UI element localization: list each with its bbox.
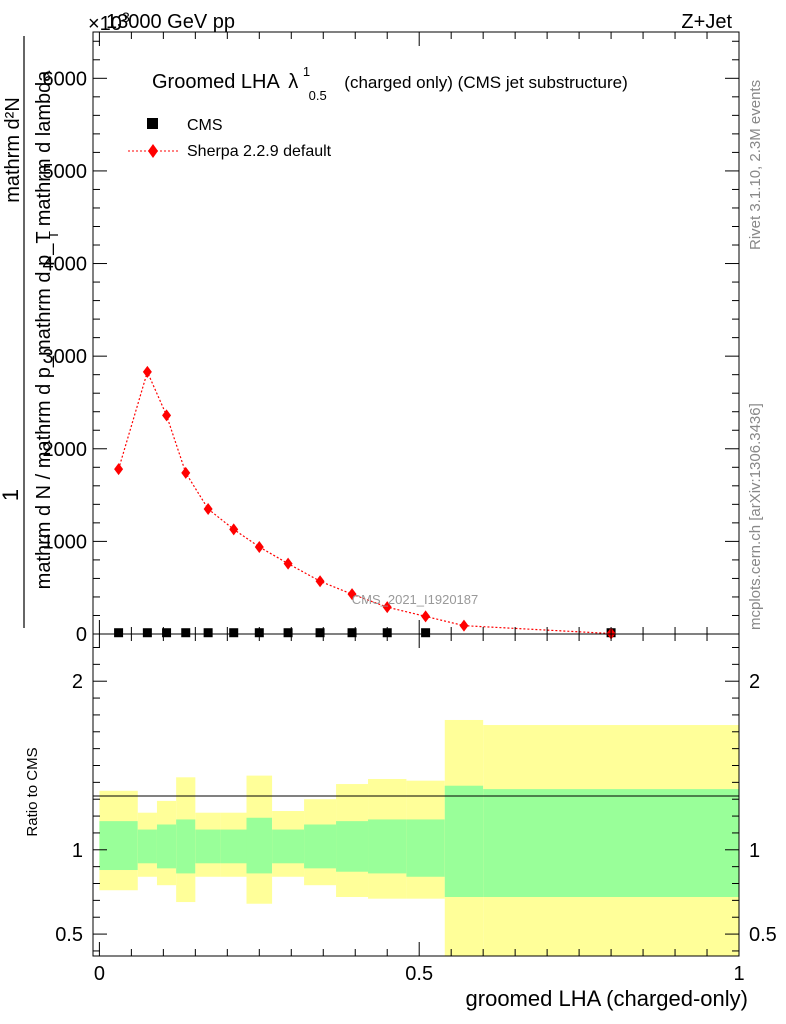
legend: CMS Sherpa 2.2.9 default bbox=[128, 117, 332, 160]
cms-data-point bbox=[203, 628, 213, 638]
ratio-inner-band bbox=[137, 829, 157, 864]
sherpa-data-point bbox=[229, 523, 239, 536]
main-y-tick-label: 1000 bbox=[43, 531, 88, 553]
sherpa-data-point bbox=[459, 619, 469, 632]
main-y-tick-label: 4000 bbox=[43, 254, 88, 276]
ratio-inner-band bbox=[272, 829, 305, 864]
chart-title: Groomed LHA λ 1 0.5 (charged only) (CMS … bbox=[152, 59, 628, 105]
main-y-ticks: 0 1000 2000 3000 4000 5000 6000 bbox=[43, 40, 739, 646]
main-y-axis-label: 1 mathrm d²N mathrm d N / mathrm d p_mat… bbox=[0, 36, 61, 628]
sherpa-data-point bbox=[254, 540, 264, 553]
ratio-inner-band bbox=[220, 829, 247, 864]
legend-sherpa-marker bbox=[148, 144, 158, 158]
ratio-x-ticks: 0 0.5 1 bbox=[94, 634, 745, 985]
main-y-tick-label: 5000 bbox=[43, 161, 88, 183]
exponent-label: ×103 bbox=[88, 9, 130, 35]
ratio-inner-band bbox=[156, 824, 177, 869]
cms-data-point bbox=[315, 628, 325, 638]
ratio-inner-band bbox=[176, 819, 196, 874]
ratio-y-tick-label: 0.5 bbox=[55, 924, 83, 946]
sherpa-data-point bbox=[162, 409, 172, 422]
ratio-inner-band bbox=[195, 829, 221, 864]
x-tick-label: 1 bbox=[733, 963, 744, 985]
ratio-inner-band bbox=[99, 821, 138, 871]
main-y-tick-label: 2000 bbox=[43, 439, 88, 461]
sherpa-data-point bbox=[421, 610, 431, 623]
x-axis-label: groomed LHA (charged-only) bbox=[466, 986, 748, 1011]
y-label-denominator: mathrm d N / mathrm d p_mathrm d p_T mat… bbox=[33, 70, 55, 590]
process-label: Z+Jet bbox=[681, 11, 732, 33]
ratio-plot: 0.5 0.51 12 2 0 0.5 1 bbox=[55, 633, 777, 985]
cms-data-point bbox=[114, 628, 124, 638]
main-y-tick-label: 3000 bbox=[43, 346, 88, 368]
ratio-y-axis-label: Ratio to CMS bbox=[24, 747, 41, 836]
y-label-numerator: 1 bbox=[0, 489, 23, 501]
sherpa-data-point bbox=[347, 588, 357, 601]
main-x-ticks bbox=[98, 32, 740, 634]
ratio-inner-band bbox=[483, 789, 739, 897]
sherpa-data-point bbox=[283, 557, 293, 570]
sherpa-line bbox=[118, 370, 612, 635]
cms-data-point bbox=[283, 628, 293, 638]
y-label-subscript: T bbox=[46, 231, 61, 239]
ratio-plot-frame bbox=[92, 633, 740, 957]
sherpa-data-point bbox=[203, 502, 213, 515]
x-tick-label: 0.5 bbox=[405, 963, 433, 985]
ratio-inner-band bbox=[444, 785, 484, 897]
cms-data-point bbox=[229, 628, 239, 638]
cms-data-point bbox=[162, 628, 172, 638]
main-y-tick-label: 0 bbox=[76, 624, 87, 646]
ratio-y-tick-label: 2 bbox=[72, 671, 83, 693]
ratio-inner-band bbox=[336, 821, 369, 872]
main-y-tick-label: 6000 bbox=[43, 68, 88, 90]
legend-cms-marker bbox=[147, 118, 158, 129]
cms-data-point bbox=[142, 628, 152, 638]
sherpa-data-point bbox=[114, 463, 124, 476]
sherpa-data-point bbox=[315, 575, 325, 588]
sherpa-data-point bbox=[382, 601, 392, 614]
x-tick-label: 0 bbox=[94, 963, 105, 985]
ratio-y-tick-label-right: 1 bbox=[749, 840, 760, 862]
ratio-bands bbox=[99, 719, 739, 956]
ratio-inner-band bbox=[368, 819, 407, 874]
main-plot: 0 1000 2000 3000 4000 5000 6000 bbox=[43, 31, 740, 646]
cms-data-point bbox=[347, 628, 357, 638]
sherpa-data-point bbox=[142, 365, 152, 378]
legend-cms-label: CMS bbox=[187, 117, 223, 134]
cms-data-point bbox=[181, 628, 191, 638]
ratio-y-tick-label-right: 2 bbox=[749, 671, 760, 693]
ratio-inner-band bbox=[406, 819, 445, 877]
sherpa-data-point bbox=[181, 466, 191, 479]
legend-sherpa-label: Sherpa 2.2.9 default bbox=[187, 143, 332, 160]
energy-label: 13000 GeV pp bbox=[106, 11, 235, 33]
ratio-inner-band bbox=[246, 817, 273, 874]
ratio-y-ticks: 0.5 0.5 1 1 2 2 bbox=[55, 646, 777, 952]
analysis-watermark: CMS_2021_I1920187 bbox=[352, 592, 479, 607]
ratio-y-tick-label: 1 bbox=[72, 840, 83, 862]
y-label-inner: mathrm d²N bbox=[2, 97, 24, 203]
ratio-y-tick-label-right: 0.5 bbox=[749, 924, 777, 946]
rivet-version-label: Rivet 3.1.10, 2.3M events bbox=[747, 80, 764, 250]
cms-data-point bbox=[421, 628, 431, 638]
mcplots-label: mcplots.cern.ch [arXiv:1306.3436] bbox=[747, 403, 764, 630]
ratio-inner-band bbox=[304, 824, 337, 869]
